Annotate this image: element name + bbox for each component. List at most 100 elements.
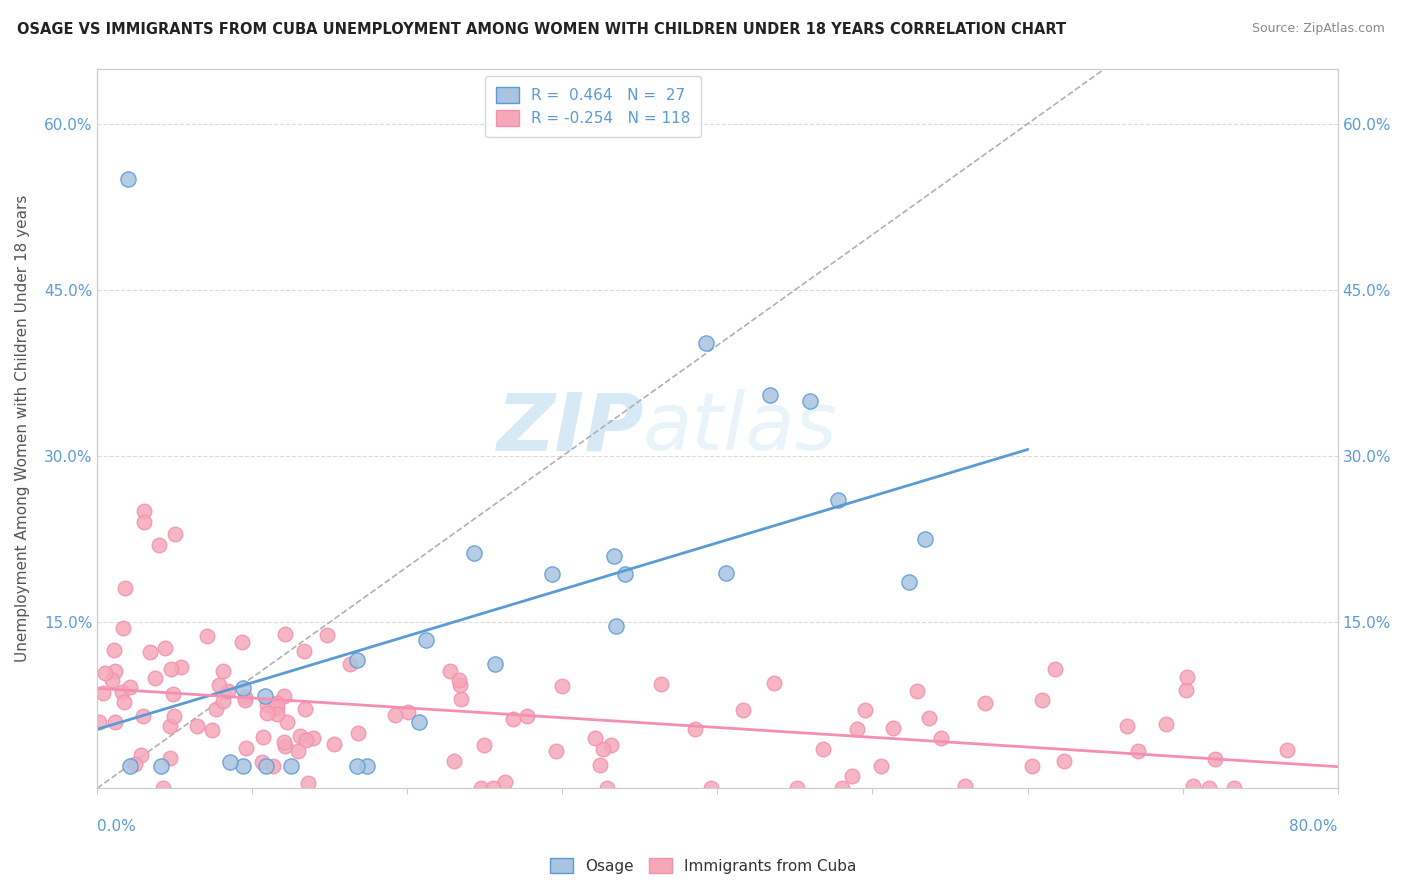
Point [143, 671, 166, 685]
Point [1223, 781, 1246, 796]
Point [315, 627, 337, 641]
Point [266, 696, 288, 710]
Point [603, 549, 626, 563]
Point [484, 657, 506, 671]
Point [163, 709, 186, 723]
Point [897, 575, 920, 590]
Point [799, 394, 821, 409]
Point [297, 776, 319, 790]
Point [253, 689, 276, 703]
Text: OSAGE VS IMMIGRANTS FROM CUBA UNEMPLOYMENT AMONG WOMEN WITH CHILDREN UNDER 18 YE: OSAGE VS IMMIGRANTS FROM CUBA UNEMPLOYME… [17, 22, 1066, 37]
Point [91, 686, 114, 700]
Legend: R =  0.464   N =  27, R = -0.254   N = 118: R = 0.464 N = 27, R = -0.254 N = 118 [485, 76, 702, 137]
Point [233, 693, 256, 707]
Point [339, 657, 361, 671]
Point [463, 546, 485, 560]
Point [439, 664, 461, 678]
Point [266, 706, 288, 721]
Point [148, 538, 170, 552]
Point [589, 758, 612, 772]
Point [408, 714, 430, 729]
Point [447, 673, 470, 687]
Text: ZIP: ZIP [496, 389, 643, 467]
Point [294, 733, 316, 747]
Point [846, 722, 869, 736]
Point [841, 769, 863, 783]
Point [103, 643, 125, 657]
Point [346, 653, 368, 667]
Point [232, 759, 254, 773]
Point [233, 690, 256, 704]
Point [129, 747, 152, 762]
Point [700, 781, 723, 796]
Point [695, 335, 717, 350]
Point [605, 619, 627, 633]
Text: 0.0%: 0.0% [97, 820, 136, 834]
Point [918, 711, 941, 725]
Point [583, 731, 606, 746]
Point [1043, 662, 1066, 676]
Point [762, 676, 785, 690]
Point [1275, 742, 1298, 756]
Point [117, 172, 139, 186]
Point [276, 714, 298, 729]
Point [346, 725, 368, 739]
Point [266, 701, 288, 715]
Point [256, 706, 278, 721]
Point [827, 492, 849, 507]
Point [186, 719, 208, 733]
Point [159, 719, 181, 733]
Point [250, 755, 273, 769]
Point [101, 673, 124, 688]
Legend: Osage, Immigrants from Cuba: Osage, Immigrants from Cuba [544, 852, 862, 880]
Point [212, 664, 235, 678]
Point [356, 759, 378, 773]
Point [596, 781, 619, 796]
Point [132, 504, 155, 518]
Point [204, 701, 226, 715]
Point [87, 715, 110, 730]
Point [111, 621, 134, 635]
Point [1154, 717, 1177, 731]
Point [614, 566, 637, 581]
Point [162, 687, 184, 701]
Point [914, 532, 936, 546]
Point [1198, 781, 1220, 796]
Point [274, 739, 297, 753]
Point [163, 526, 186, 541]
Point [153, 641, 176, 656]
Point [1128, 744, 1150, 758]
Point [1175, 683, 1198, 698]
Point [211, 694, 233, 708]
Point [443, 754, 465, 768]
Point [482, 781, 505, 796]
Point [449, 678, 471, 692]
Point [811, 742, 834, 756]
Point [1181, 780, 1204, 794]
Point [683, 722, 706, 736]
Point [541, 566, 564, 581]
Point [124, 756, 146, 771]
Point [516, 709, 538, 723]
Point [231, 635, 253, 649]
Point [159, 750, 181, 764]
Point [114, 581, 136, 595]
Point [592, 742, 614, 756]
Point [288, 729, 311, 743]
Point [973, 697, 995, 711]
Point [302, 731, 325, 746]
Point [294, 702, 316, 716]
Point [869, 759, 891, 773]
Point [953, 779, 976, 793]
Point [474, 738, 496, 752]
Text: atlas: atlas [643, 389, 838, 467]
Point [494, 774, 516, 789]
Point [346, 759, 368, 773]
Point [132, 709, 155, 723]
Point [208, 677, 231, 691]
Point [104, 664, 127, 678]
Point [274, 627, 297, 641]
Point [384, 708, 406, 723]
Point [273, 735, 295, 749]
Point [262, 758, 284, 772]
